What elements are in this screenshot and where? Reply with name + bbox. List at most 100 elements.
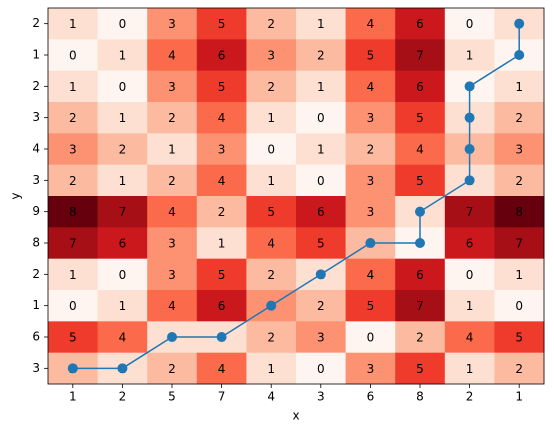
heatmap-cell [494,258,545,291]
heatmap-cell [246,227,297,260]
heatmap-cell [494,196,545,228]
cell-label: 3 [168,237,176,251]
cell-label: 6 [466,237,474,251]
y-tick-label: 3 [32,361,40,375]
heatmap-cell [444,290,495,322]
heatmap-cell [444,227,495,260]
path-point [415,238,425,248]
cell-label: 2 [267,268,275,282]
heatmap-cell [345,321,396,354]
cell-label: 4 [218,174,226,188]
cell-label: 2 [317,49,325,63]
heatmap-cell [196,196,247,228]
heatmap-cell [345,102,396,134]
y-tick-label: 9 [32,204,40,218]
cell-label: 3 [69,143,77,157]
cell-label: 1 [218,237,226,251]
heatmap-cell [97,258,148,291]
x-tick-label: 2 [119,390,127,404]
cell-label: 0 [317,362,325,376]
heatmap-cell [395,164,446,197]
heatmap-cell [444,196,495,228]
heatmap-cell [444,258,495,291]
cell-label: 1 [119,49,127,63]
path-point [365,238,376,248]
heatmap-cell [246,102,297,134]
heatmap-cell [97,70,148,103]
heatmap-cell [296,133,347,166]
heatmap-cell [494,102,545,134]
cell-label: 3 [515,143,523,157]
x-tick-label: 1 [69,390,77,404]
y-tick-label: 2 [32,79,40,93]
y-tick-label: 1 [32,48,40,62]
y-tick-label: 6 [32,330,40,344]
heatmap-cell [444,352,495,385]
cell-label: 2 [267,17,275,31]
path-point [464,81,475,92]
heatmap-cell [97,39,148,72]
cell-label: 1 [317,143,325,157]
heatmap-cell [296,227,347,260]
path-point [216,332,227,342]
heatmap-cell [147,227,198,260]
heatmap-cell [246,164,297,197]
heatmap-cell [48,258,99,291]
heatmap-cell [296,290,347,322]
heatmap-cell [345,70,396,103]
heatmap-cell [494,70,545,103]
cell-label: 3 [168,80,176,94]
heatmap-cell [48,8,99,40]
cell-label: 3 [168,17,176,31]
cell-label: 6 [218,299,226,313]
heatmap-cell [196,290,247,322]
path-point [514,18,525,29]
heatmap-cell [395,290,446,322]
cell-label: 4 [168,205,176,219]
heatmap-cell [494,352,545,385]
cell-label: 3 [367,205,375,219]
cell-label: 1 [267,174,275,188]
heatmap-cell [97,133,148,166]
cell-label: 0 [367,331,375,345]
y-tick-label: 3 [32,173,40,187]
heatmap-cell [345,133,396,166]
cell-label: 6 [416,80,424,94]
y-tick-label: 1 [32,298,40,312]
heatmap-cell [196,133,247,166]
heatmap-cell [296,196,347,228]
heatmap-cell [196,258,247,291]
heatmap-cell [97,290,148,322]
cell-label: 7 [416,299,424,313]
heatmap-cell [147,196,198,228]
heatmap-cell [147,70,198,103]
cell-label: 3 [218,143,226,157]
cell-label: 4 [466,331,474,345]
heatmap-cell [246,258,297,291]
cell-label: 0 [466,268,474,282]
y-tick-label: 3 [32,110,40,124]
cell-label: 5 [416,174,424,188]
heatmap-cell [48,133,99,166]
heatmap-cell [196,227,247,260]
heatmap-cell [147,133,198,166]
heatmap-cell [395,70,446,103]
heatmap-cell [296,164,347,197]
path-point [315,269,326,280]
cell-label: 0 [69,299,77,313]
cell-label: 7 [119,205,127,219]
y-tick-label: 2 [32,16,40,30]
heatmap-cell [296,39,347,72]
heatmap-cell [97,227,148,260]
heatmap-cell [147,290,198,322]
cell-label: 4 [168,299,176,313]
path-point [464,144,475,154]
heatmap-cell [345,290,396,322]
heatmap-cell [345,39,396,72]
heatmap-cell [147,39,198,72]
heatmap-cell [196,39,247,72]
cell-label: 4 [168,49,176,63]
heatmap-cell [246,196,297,228]
x-tick-label: 7 [218,390,226,404]
cell-label: 5 [367,49,375,63]
